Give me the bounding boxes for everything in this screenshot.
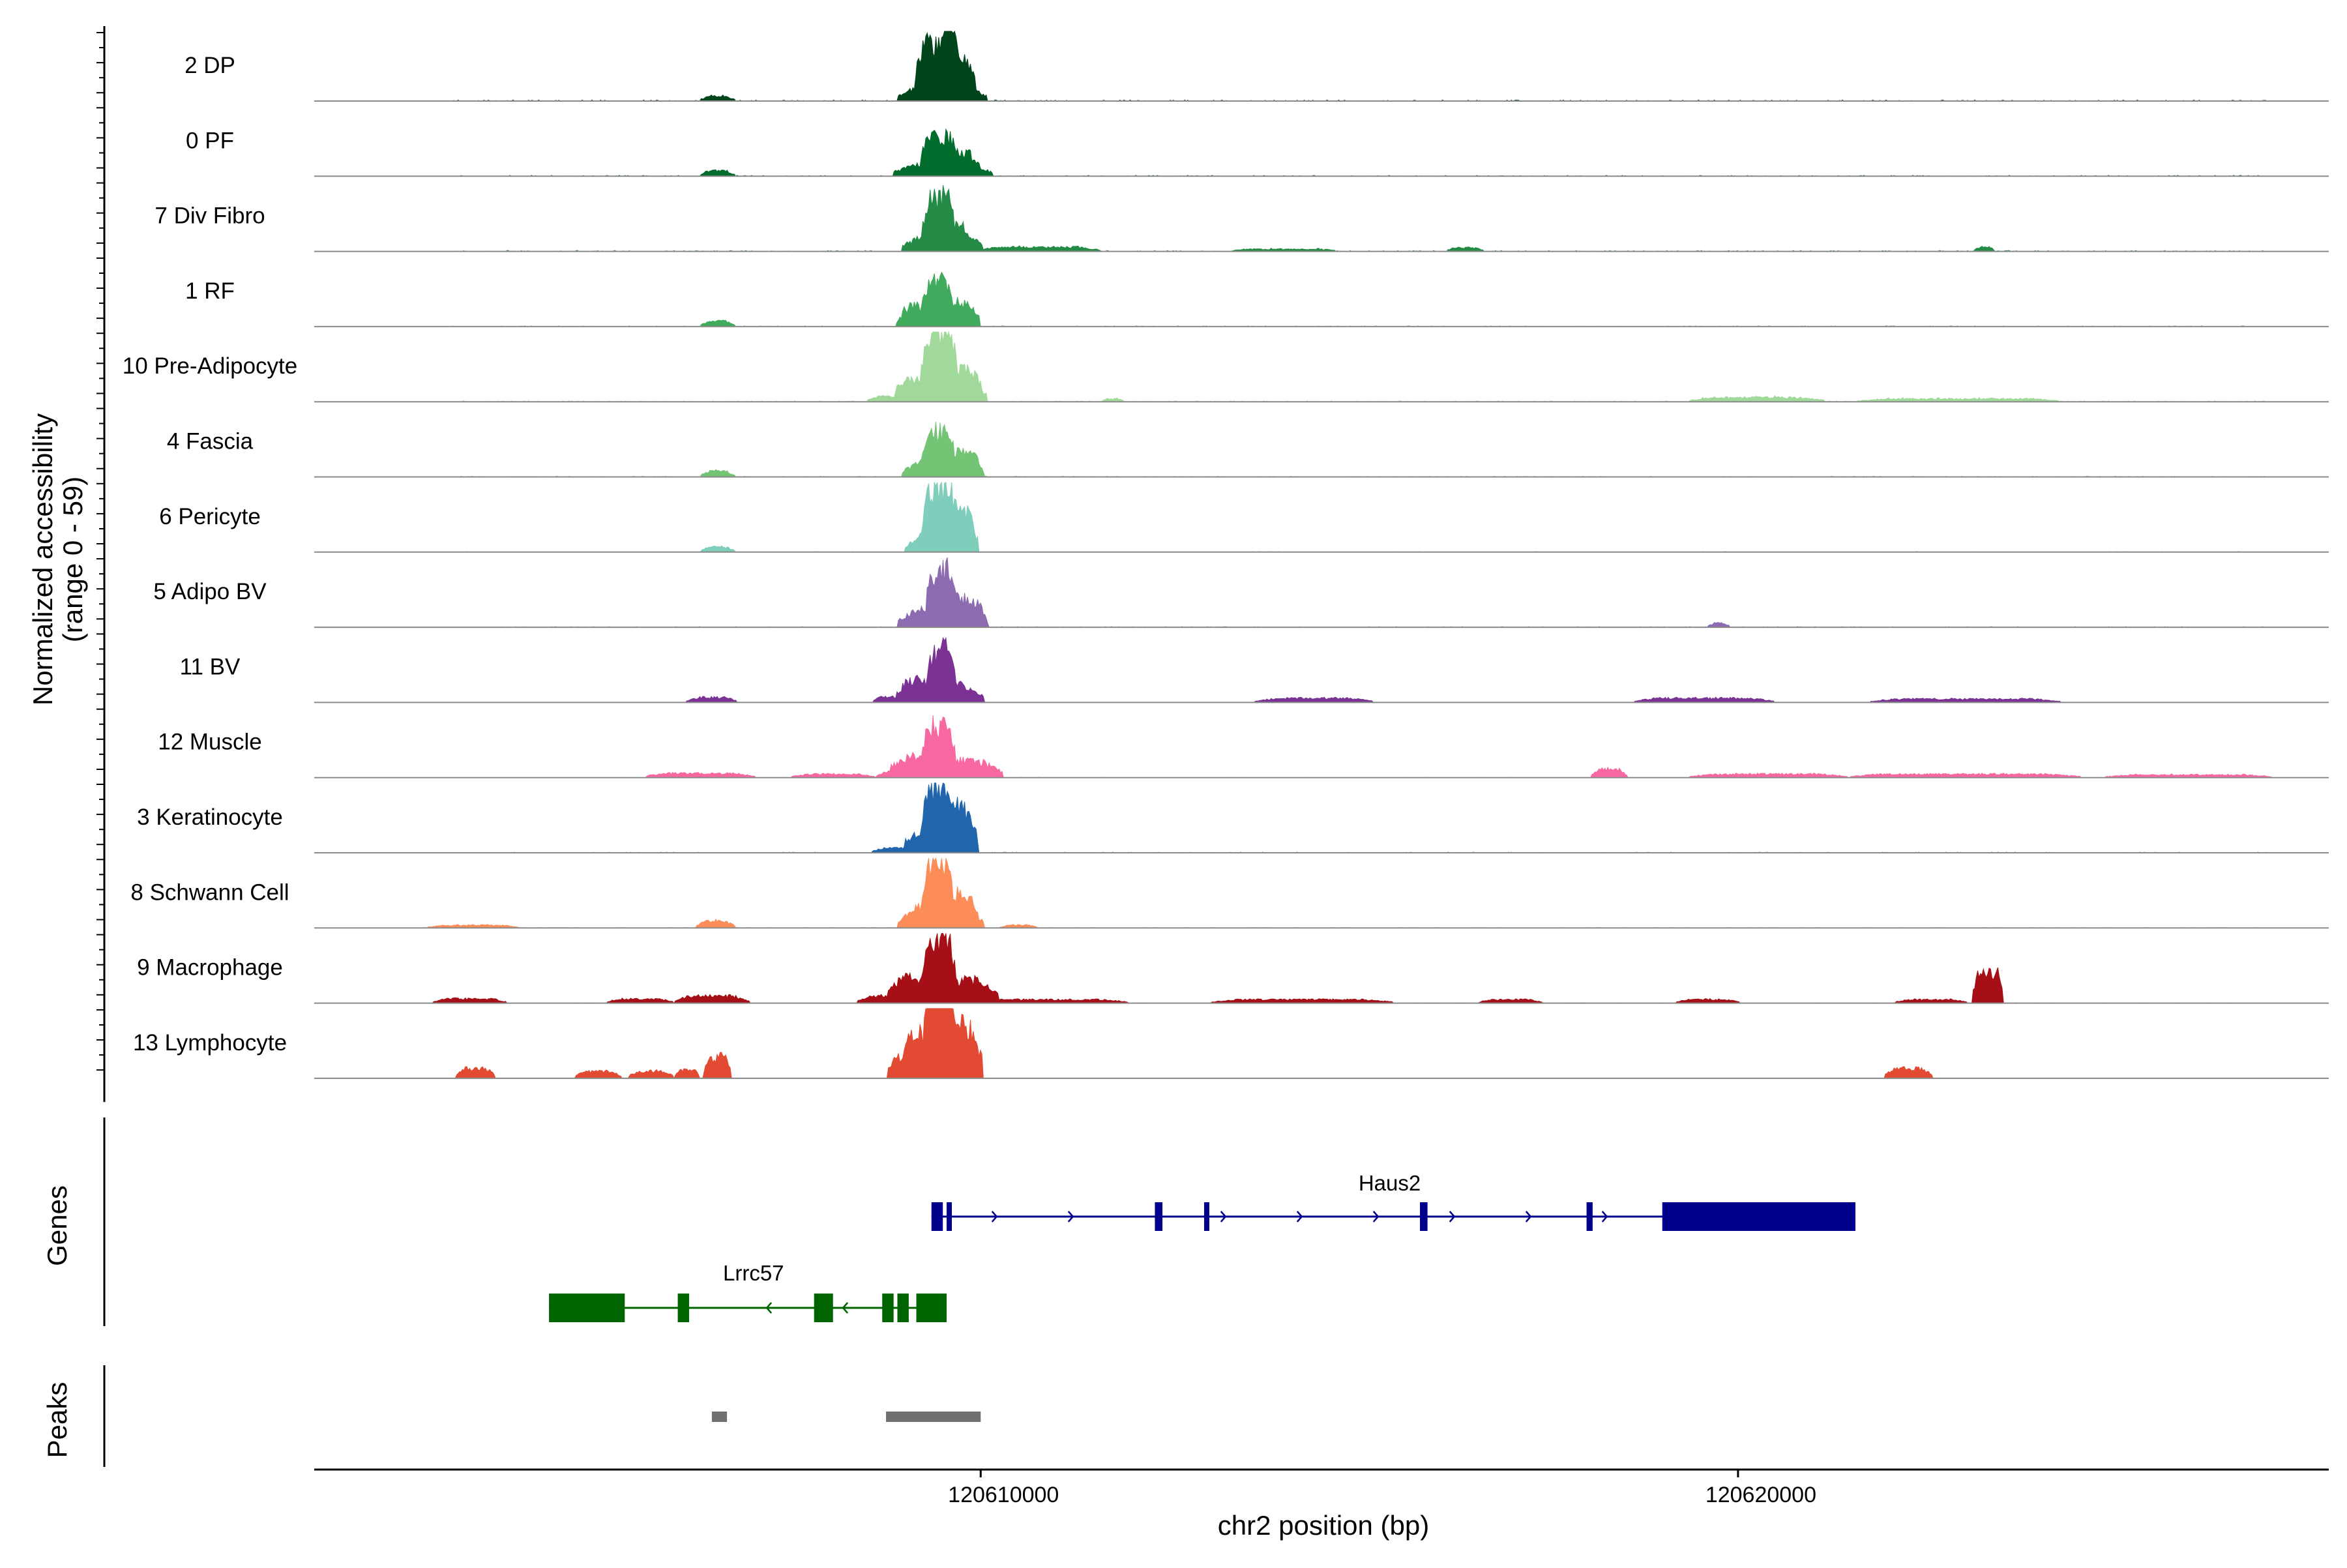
gene-exon bbox=[1203, 1202, 1209, 1231]
track-7: 5 Adipo BV bbox=[153, 557, 2329, 629]
track-6: 6 Pericyte bbox=[159, 481, 2329, 553]
coverage-area bbox=[314, 185, 2329, 252]
coverage-area bbox=[314, 557, 2329, 628]
coverage-area bbox=[314, 30, 2329, 102]
gene-exon bbox=[677, 1294, 690, 1322]
coverage-area bbox=[314, 271, 2329, 327]
gene-exon bbox=[549, 1294, 625, 1322]
track-label: 1 RF bbox=[185, 278, 235, 304]
strand-arrow bbox=[1067, 1211, 1074, 1222]
x-axis-label: chr2 position (bp) bbox=[1218, 1510, 1430, 1541]
x-tick-label: 120610000 bbox=[948, 1483, 1059, 1507]
gene-exon bbox=[1586, 1202, 1593, 1231]
gene-label: Haus2 bbox=[1359, 1171, 1421, 1195]
track-8: 11 BV bbox=[180, 636, 2329, 703]
x-tick-label: 120620000 bbox=[1705, 1483, 1816, 1507]
track-label: 9 Macrophage bbox=[137, 955, 283, 981]
strand-arrow bbox=[842, 1302, 849, 1314]
genes-panel-label: Genes bbox=[42, 1185, 72, 1266]
gene-haus2: Haus2 bbox=[931, 1171, 1855, 1231]
track-3: 1 RF bbox=[185, 271, 2329, 327]
gene-lrrc57: Lrrc57 bbox=[549, 1261, 947, 1322]
track-label: 6 Pericyte bbox=[159, 504, 261, 529]
coverage-area bbox=[314, 421, 2329, 478]
gene-exon bbox=[916, 1294, 947, 1322]
gene-exon bbox=[897, 1294, 909, 1322]
gene-exon bbox=[814, 1294, 833, 1322]
gene-exon bbox=[882, 1294, 894, 1322]
coverage-area bbox=[314, 331, 2329, 402]
coverage-area bbox=[314, 1008, 2329, 1080]
track-11: 8 Schwann Cell bbox=[130, 857, 2329, 929]
peaks-panel-label: Peaks bbox=[42, 1382, 72, 1458]
coverage-area bbox=[314, 715, 2329, 778]
y-axis-label-line1: Normalized accessibility bbox=[27, 413, 58, 705]
track-label: 8 Schwann Cell bbox=[130, 880, 289, 905]
strand-arrow bbox=[1220, 1211, 1227, 1222]
strand-arrow bbox=[1601, 1211, 1608, 1222]
peak-region bbox=[711, 1412, 728, 1422]
strand-arrow bbox=[1296, 1211, 1303, 1222]
track-0: 2 DP bbox=[185, 30, 2329, 102]
track-12: 9 Macrophage bbox=[137, 933, 2329, 1004]
track-label: 4 Fascia bbox=[167, 429, 254, 454]
track-label: 3 Keratinocyte bbox=[137, 805, 283, 830]
gene-exon bbox=[1155, 1202, 1163, 1231]
coverage-area bbox=[314, 782, 2329, 853]
gene-exon bbox=[1662, 1202, 1855, 1231]
coverage-area bbox=[314, 481, 2329, 553]
track-label: 10 Pre-Adipocyte bbox=[123, 353, 297, 379]
coverage-area bbox=[314, 933, 2329, 1004]
gene-exon bbox=[931, 1202, 943, 1231]
track-label: 2 DP bbox=[185, 53, 235, 78]
coverage-area bbox=[314, 636, 2329, 703]
track-label: 12 Muscle bbox=[158, 730, 262, 755]
gene-exon bbox=[1420, 1202, 1428, 1231]
track-10: 3 Keratinocyte bbox=[137, 782, 2329, 853]
strand-arrow bbox=[1372, 1211, 1380, 1222]
track-2: 7 Div Fibro bbox=[155, 185, 2329, 252]
track-1: 0 PF bbox=[186, 128, 2329, 177]
strand-arrow bbox=[765, 1302, 773, 1314]
coverage-area bbox=[314, 857, 2329, 928]
strand-arrow bbox=[991, 1211, 998, 1222]
track-label: 0 PF bbox=[186, 128, 234, 153]
strand-arrow bbox=[1449, 1211, 1456, 1222]
strand-arrow bbox=[1525, 1211, 1532, 1222]
track-label: 5 Adipo BV bbox=[153, 579, 267, 604]
track-label: 13 Lymphocyte bbox=[133, 1030, 287, 1056]
gene-label: Lrrc57 bbox=[723, 1261, 784, 1285]
track-4: 10 Pre-Adipocyte bbox=[123, 331, 2329, 403]
peak-region bbox=[886, 1412, 981, 1422]
gene-exon bbox=[946, 1202, 952, 1231]
track-label: 7 Div Fibro bbox=[155, 203, 265, 229]
coverage-area bbox=[314, 128, 2329, 177]
y-axis-label-line2: (range 0 - 59) bbox=[57, 477, 88, 642]
track-9: 12 Muscle bbox=[158, 715, 2329, 778]
track-5: 4 Fascia bbox=[167, 421, 2329, 478]
track-13: 13 Lymphocyte bbox=[133, 1008, 2329, 1080]
track-label: 11 BV bbox=[180, 654, 241, 679]
